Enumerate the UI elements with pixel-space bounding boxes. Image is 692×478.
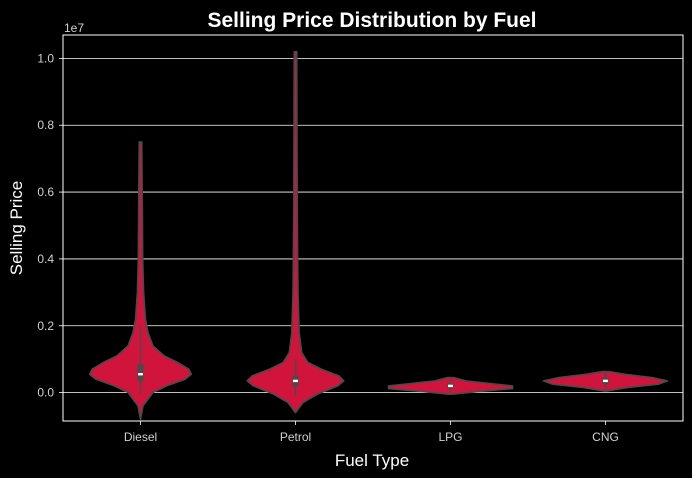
y-ticks: 0.0 0.2 0.4 0.6 0.8 1.0 (37, 51, 63, 400)
plot-frame (62, 34, 684, 422)
gridlines (63, 57, 683, 393)
violin-petrol (246, 50, 345, 414)
violin-median-mark (603, 379, 608, 383)
y-tick-label: 1.0 (37, 51, 54, 65)
violin-iqr-box (137, 364, 144, 382)
y-tick-label: 0.8 (37, 118, 54, 132)
violins (88, 50, 669, 421)
y-axis-label: Selling Price (7, 181, 26, 276)
y-tick-label: 0.2 (37, 319, 54, 333)
x-tick-label-petrol: Petrol (280, 430, 311, 444)
x-ticks: Diesel Petrol LPG CNG (124, 421, 619, 444)
violin-diesel (88, 141, 193, 421)
chart-title: Selling Price Distribution by Fuel (207, 9, 536, 32)
x-tick-label-cng: CNG (592, 430, 619, 444)
violin-lpg (387, 376, 514, 396)
violin-cng (542, 370, 669, 392)
x-tick-label-lpg: LPG (438, 430, 462, 444)
y-offset-label: 1e7 (64, 21, 84, 35)
violin-body (88, 141, 193, 421)
violin-median-mark (138, 373, 143, 376)
x-tick-label-diesel: Diesel (124, 430, 157, 444)
violin-median-mark (293, 379, 298, 383)
violin-body (246, 50, 345, 414)
y-tick-label: 0.0 (37, 386, 54, 400)
violin-median-mark (448, 384, 453, 388)
y-tick-label: 0.6 (37, 185, 54, 199)
x-axis-label: Fuel Type (335, 451, 409, 470)
y-tick-label: 0.4 (37, 252, 54, 266)
